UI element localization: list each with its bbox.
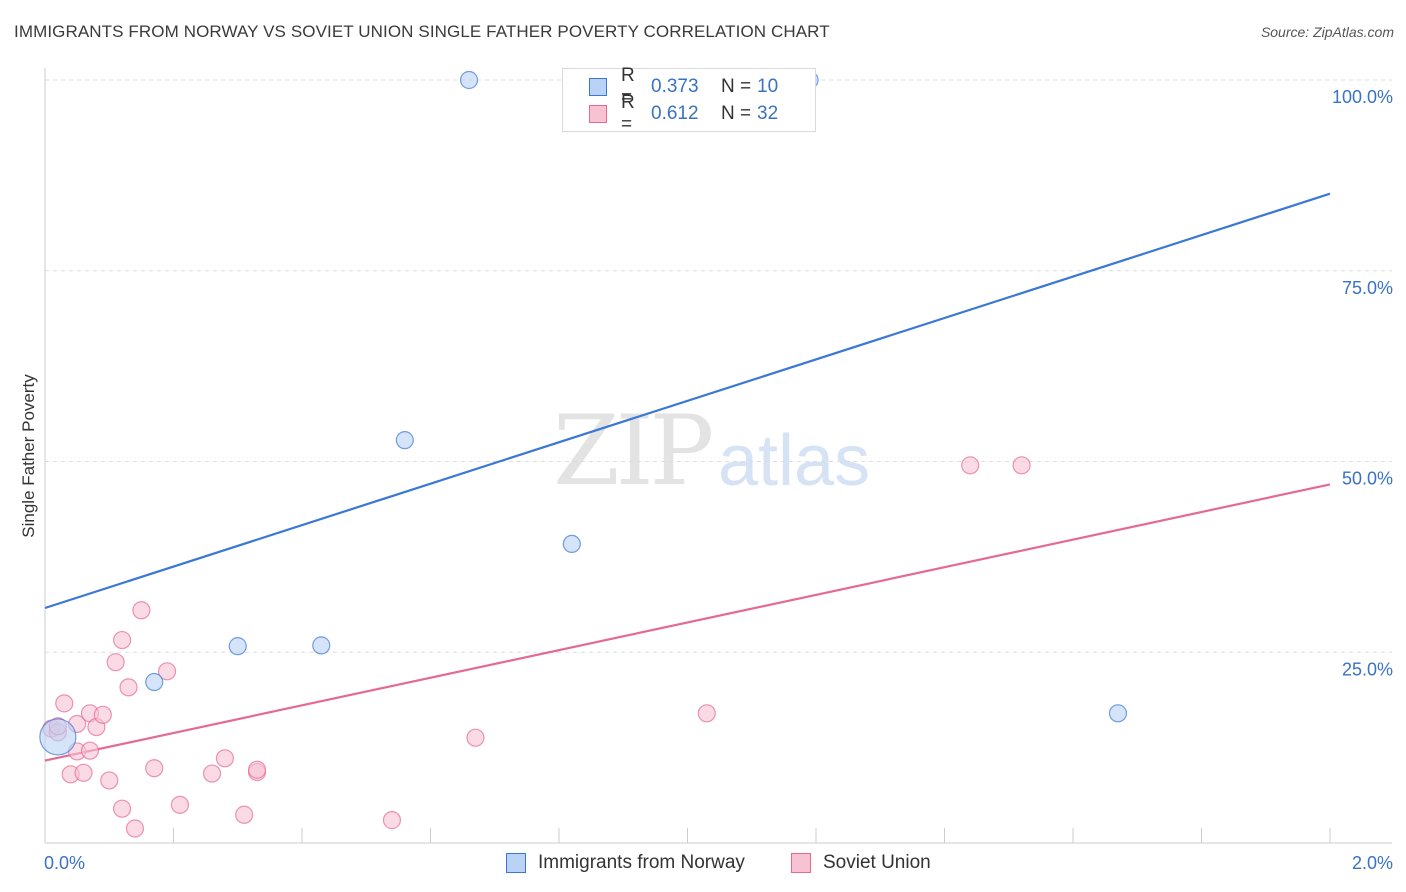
data-point: [74, 763, 93, 782]
n-label: N =: [721, 76, 752, 97]
n-value: 32: [757, 103, 779, 124]
data-point: [145, 759, 164, 778]
data-point: [170, 795, 190, 814]
data-point: [382, 811, 402, 830]
y-tick-label: 100.0%: [1332, 87, 1393, 107]
data-point: [112, 630, 132, 650]
legend-row-soviet: R = 0.612 N = 32: [589, 92, 779, 135]
data-point: [1108, 704, 1128, 723]
data-point: [235, 805, 254, 824]
data-points: [39, 70, 1128, 838]
source-label: Source: ZipAtlas.com: [1260, 24, 1394, 40]
trend-line: [44, 483, 1331, 762]
data-point: [247, 760, 267, 779]
data-point: [125, 819, 145, 838]
soviet-legend-label: Soviet Union: [823, 852, 931, 873]
x-tick-label: 2.0%: [1352, 853, 1393, 873]
data-point: [55, 694, 74, 713]
data-point: [215, 749, 234, 768]
legend-row-norway: R = 0.373 N = 10: [589, 65, 779, 108]
data-point: [312, 636, 331, 655]
data-point: [106, 653, 125, 672]
data-point: [459, 70, 479, 90]
data-point: [697, 704, 716, 723]
tick-labels: 25.0% 50.0% 75.0% 100.0% 0.0% 2.0% Single Fath…: [19, 87, 1393, 873]
chart-title: IMMIGRANTS FROM NORWAY VS SOVIET UNION S…: [14, 22, 830, 41]
n-label: N =: [721, 103, 752, 124]
x-tick-label: 0.0%: [44, 853, 85, 873]
r-value: 0.612: [651, 103, 699, 124]
n-value: 10: [757, 76, 779, 97]
data-point: [395, 431, 414, 450]
data-point: [112, 799, 132, 818]
data-point: [119, 678, 138, 697]
r-value: 0.373: [651, 76, 699, 97]
data-point: [202, 764, 222, 783]
data-point: [80, 741, 100, 760]
gridlines: [45, 79, 1392, 653]
data-point: [562, 534, 581, 554]
y-tick-label: 50.0%: [1342, 469, 1393, 489]
data-point: [145, 672, 164, 692]
data-point: [961, 456, 980, 475]
norway-legend-label: Immigrants from Norway: [538, 852, 745, 873]
data-point: [466, 728, 485, 747]
y-axis-title: Single Father Poverty: [19, 374, 38, 538]
watermark-zip: ZIP: [553, 395, 714, 507]
axes: [44, 68, 1392, 844]
y-tick-label: 25.0%: [1342, 659, 1393, 679]
data-point: [39, 718, 77, 756]
data-point: [132, 601, 151, 620]
soviet-swatch-icon: [589, 105, 607, 123]
data-point: [100, 771, 119, 790]
bottom-legend-soviet: Soviet Union: [791, 852, 931, 874]
norway-swatch-icon: [589, 78, 607, 96]
r-label: R =: [621, 92, 635, 135]
data-point: [1012, 456, 1031, 475]
data-point: [93, 705, 112, 724]
trend-line: [44, 192, 1331, 610]
data-point: [157, 662, 177, 681]
soviet-legend-swatch-icon: [791, 853, 811, 873]
trend-lines: [44, 192, 1331, 762]
correlation-legend: R = 0.373 N = 10 R = 0.612 N = 32: [562, 65, 816, 135]
y-tick-label: 75.0%: [1342, 278, 1393, 298]
norway-legend-swatch-icon: [506, 853, 526, 873]
data-point: [228, 637, 247, 656]
bottom-legend-norway: Immigrants from Norway: [506, 852, 745, 874]
r-label: R =: [621, 65, 635, 108]
